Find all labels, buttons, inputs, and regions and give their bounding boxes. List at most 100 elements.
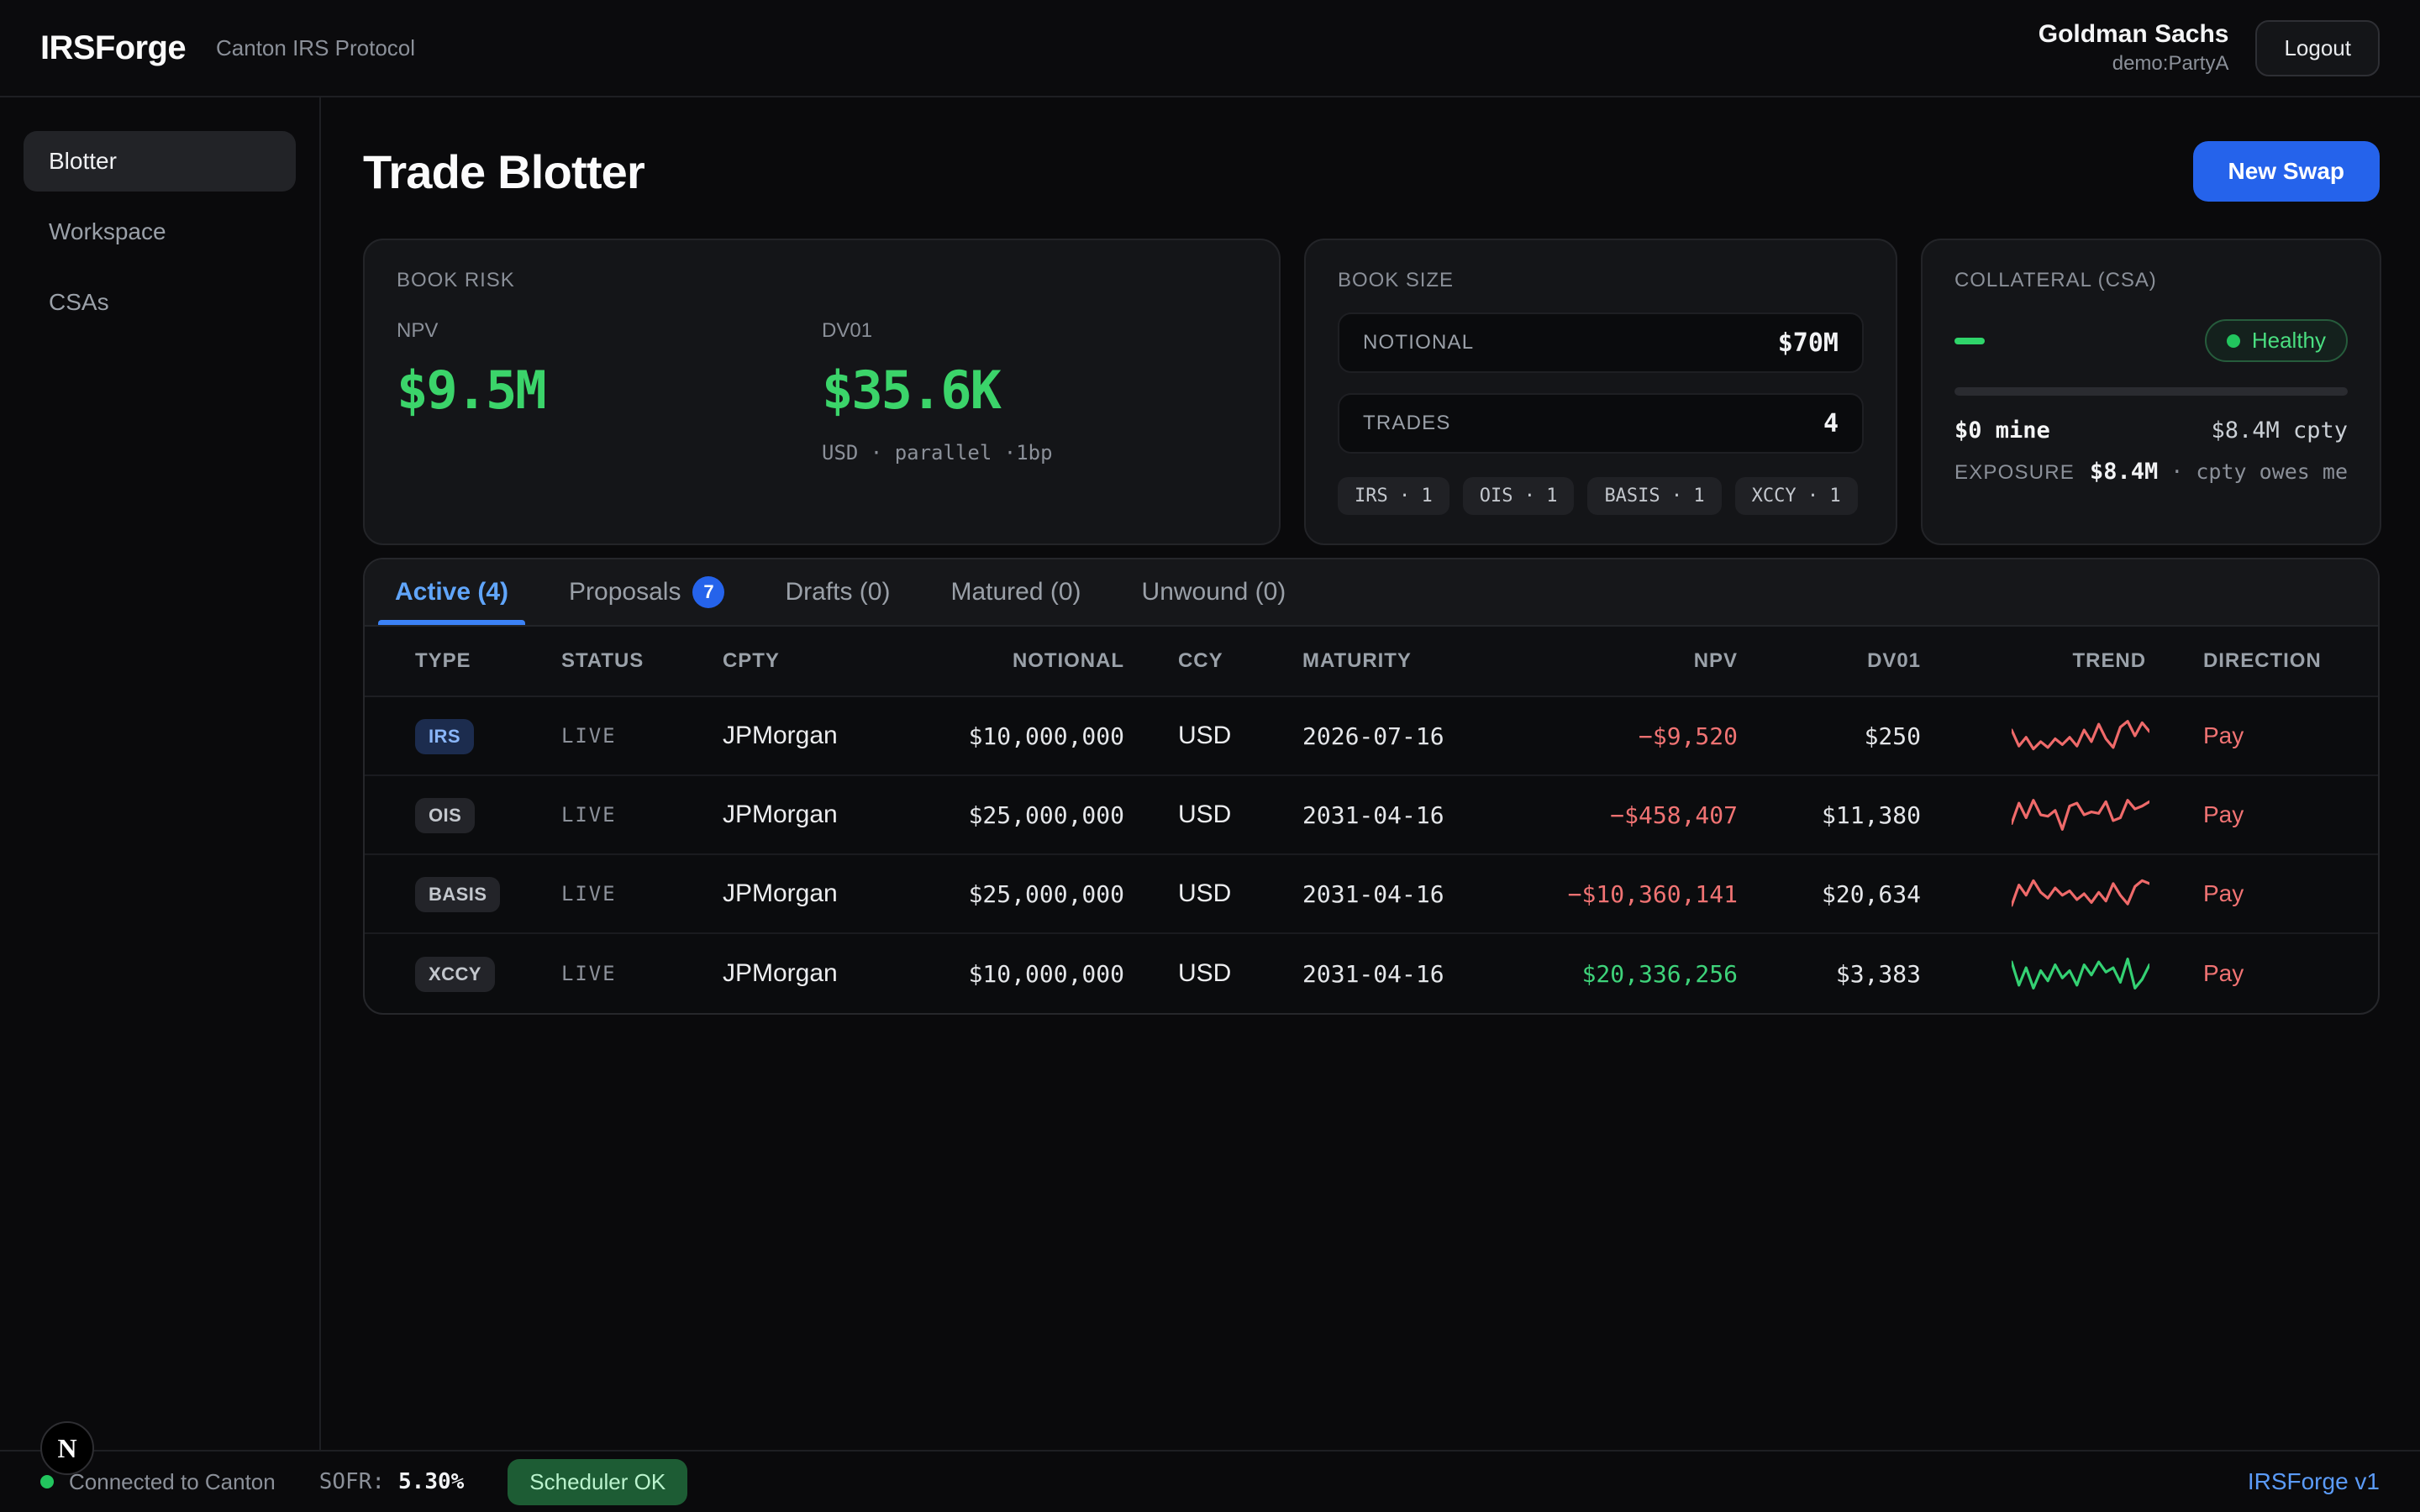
- proposals-count-badge: 7: [692, 576, 725, 608]
- ccy-cell: USD: [1178, 879, 1232, 907]
- trades-label: TRADES: [1363, 412, 1451, 434]
- direction-cell: Pay: [2203, 801, 2244, 827]
- app-subtitle: Canton IRS Protocol: [216, 34, 416, 60]
- status-cell: LIVE: [561, 962, 617, 985]
- table-row[interactable]: XCCY LIVE JPMorgan $10,000,000 USD 2031-…: [365, 934, 2378, 1013]
- book-size-card: BOOK SIZE NOTIONAL $70M TRADES 4 IRS · 1…: [1304, 239, 1897, 545]
- npv-cell: −$9,520: [1638, 722, 1738, 750]
- nextjs-logo-button[interactable]: N: [40, 1421, 94, 1475]
- top-bar: IRSForge Canton IRS Protocol Goldman Sac…: [0, 0, 2420, 97]
- exposure-note: · cpty owes me: [2170, 459, 2348, 484]
- col-trend: TREND: [2072, 649, 2146, 672]
- notional-box: NOTIONAL $70M: [1338, 312, 1864, 373]
- cpty-cell: JPMorgan: [723, 801, 838, 828]
- ccy-cell: USD: [1178, 801, 1232, 828]
- maturity-cell: 2031-04-16: [1302, 801, 1444, 829]
- dv01-label: DV01: [822, 319, 873, 342]
- logout-button[interactable]: Logout: [2255, 19, 2380, 76]
- direction-cell: Pay: [2203, 880, 2244, 906]
- chip-ois: OIS · 1: [1462, 477, 1575, 515]
- tab-drafts[interactable]: Drafts (0): [785, 578, 891, 606]
- healthy-label: Healthy: [2251, 328, 2326, 353]
- status-cell: LIVE: [561, 803, 617, 827]
- trend-sparkline: [1934, 952, 2190, 995]
- maturity-cell: 2026-07-16: [1302, 722, 1444, 750]
- notional-cell: $10,000,000: [968, 722, 1124, 750]
- collateral-title: COLLATERAL (CSA): [1954, 269, 2157, 291]
- npv-cell: $20,336,256: [1581, 959, 1738, 988]
- table-row[interactable]: BASIS LIVE JPMorgan $25,000,000 USD 2031…: [365, 855, 2378, 934]
- notional-label: NOTIONAL: [1363, 331, 1475, 354]
- col-notional: NOTIONAL: [1012, 649, 1124, 672]
- maturity-cell: 2031-04-16: [1302, 879, 1444, 908]
- col-ccy: CCY: [1178, 649, 1223, 672]
- table-header: TYPE STATUS CPTY NOTIONAL CCY MATURITY N…: [365, 627, 2378, 697]
- npv-label: NPV: [397, 319, 439, 342]
- status-bar: N Connected to Canton SOFR: 5.30% Schedu…: [0, 1421, 2420, 1512]
- type-badge: XCCY: [415, 956, 495, 992]
- notional-cell: $25,000,000: [968, 879, 1124, 908]
- tab-matured[interactable]: Matured (0): [950, 578, 1081, 606]
- direction-cell: Pay: [2203, 722, 2244, 748]
- new-swap-button[interactable]: New Swap: [2192, 141, 2380, 202]
- sidebar-item-blotter[interactable]: Blotter: [24, 131, 296, 192]
- type-badge: IRS: [415, 718, 474, 754]
- page-title: Trade Blotter: [363, 144, 645, 198]
- chip-xccy: XCCY · 1: [1734, 477, 1858, 515]
- dv01-cell: $250: [1864, 722, 1921, 750]
- status-cell: LIVE: [561, 724, 617, 748]
- ccy-cell: USD: [1178, 959, 1232, 987]
- type-badge: BASIS: [415, 876, 501, 912]
- col-dv01: DV01: [1867, 649, 1921, 672]
- collateral-mine: $0 mine: [1954, 417, 2050, 444]
- user-party: demo:PartyA: [2112, 52, 2229, 75]
- col-direction: DIRECTION: [2203, 649, 2322, 672]
- cpty-cell: JPMorgan: [723, 722, 838, 749]
- tab-bar: Active (4) Proposals 7 Drafts (0) Mature…: [365, 559, 2378, 627]
- col-maturity: MATURITY: [1302, 649, 1412, 672]
- collateral-progress-bar: [1954, 387, 2348, 396]
- maturity-cell: 2031-04-16: [1302, 959, 1444, 988]
- direction-cell: Pay: [2203, 960, 2244, 986]
- col-npv: NPV: [1693, 649, 1738, 672]
- app-version-link[interactable]: IRSForge v1: [2247, 1468, 2380, 1494]
- chip-basis: BASIS · 1: [1587, 477, 1722, 515]
- dv01-value: $35.6K: [822, 360, 1002, 421]
- notional-cell: $10,000,000: [968, 959, 1124, 988]
- ccy-cell: USD: [1178, 722, 1232, 749]
- tab-active[interactable]: Active (4): [378, 559, 525, 625]
- table-row[interactable]: IRS LIVE JPMorgan $10,000,000 USD 2026-0…: [365, 697, 2378, 776]
- scheduler-status-badge: Scheduler OK: [508, 1458, 688, 1505]
- notional-cell: $25,000,000: [968, 801, 1124, 829]
- sofr-value: 5.30%: [398, 1469, 465, 1494]
- type-badge: OIS: [415, 797, 476, 833]
- sidebar-item-workspace[interactable]: Workspace: [49, 218, 166, 244]
- tab-unwound[interactable]: Unwound (0): [1141, 578, 1286, 606]
- npv-cell: −$10,360,141: [1567, 879, 1738, 908]
- blotter-panel: Active (4) Proposals 7 Drafts (0) Mature…: [363, 558, 2380, 1015]
- dv01-note: USD · parallel ·1bp: [822, 441, 1053, 465]
- npv-cell: −$458,407: [1610, 801, 1738, 829]
- main-content: Trade Blotter New Swap BOOK RISK NPV $9.…: [321, 97, 2420, 1450]
- sofr-label: SOFR:: [318, 1469, 386, 1494]
- dv01-cell: $20,634: [1821, 879, 1921, 908]
- sofr-rate: SOFR: 5.30%: [319, 1469, 465, 1494]
- trades-value: 4: [1823, 408, 1839, 438]
- collateral-dash-icon: [1954, 337, 1985, 344]
- sidebar-item-csas[interactable]: CSAs: [49, 289, 109, 315]
- healthy-dot-icon: [2226, 333, 2240, 348]
- npv-value: $9.5M: [397, 360, 547, 421]
- tab-proposals[interactable]: Proposals 7: [552, 559, 741, 625]
- book-size-title: BOOK SIZE: [1338, 269, 1455, 291]
- exposure-value: $8.4M: [2089, 459, 2159, 485]
- trades-box: TRADES 4: [1338, 393, 1864, 454]
- user-info: Goldman Sachs demo:PartyA: [2039, 20, 2229, 76]
- app-logo: IRSForge: [40, 29, 187, 66]
- healthy-badge: Healthy: [2204, 319, 2348, 362]
- trend-sparkline: [1934, 793, 2190, 837]
- table-row[interactable]: OIS LIVE JPMorgan $25,000,000 USD 2031-0…: [365, 776, 2378, 855]
- sidebar: Blotter Workspace CSAs: [0, 97, 321, 1450]
- chip-irs: IRS · 1: [1338, 477, 1449, 515]
- dv01-cell: $11,380: [1821, 801, 1921, 829]
